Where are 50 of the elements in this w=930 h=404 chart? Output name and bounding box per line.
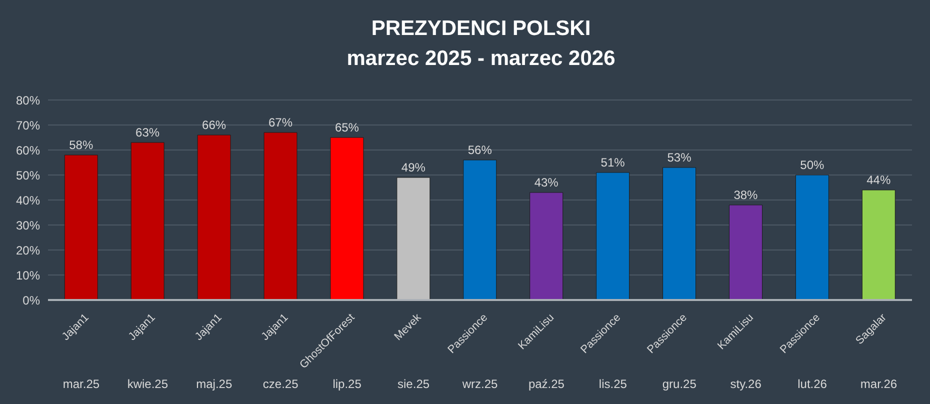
x-tick-label: lis.25 — [598, 377, 628, 391]
bar — [728, 204, 762, 300]
data-label: 58% — [69, 138, 94, 152]
x-tick-label: kwie.25 — [127, 377, 168, 391]
bar — [64, 154, 98, 300]
bar — [862, 190, 896, 300]
y-tick-label: 80% — [16, 93, 40, 108]
x-tick-label: paź.25 — [528, 377, 565, 391]
bar — [463, 160, 497, 300]
y-tick-label: 0% — [22, 293, 40, 308]
bar — [795, 174, 829, 300]
bar — [130, 142, 164, 300]
x-tick-label: mar.26 — [860, 377, 898, 391]
x-tick-label: lut.26 — [798, 377, 828, 391]
bar — [662, 167, 696, 300]
bar — [197, 134, 231, 300]
bar — [596, 172, 630, 300]
data-label: 65% — [334, 120, 360, 134]
bar — [330, 137, 364, 300]
data-label: 50% — [800, 158, 825, 172]
y-tick-label: 70% — [16, 118, 40, 132]
data-label: 63% — [136, 126, 160, 140]
y-tick-label: 60% — [16, 143, 40, 158]
x-tick-label: maj.25 — [196, 377, 232, 391]
data-label: 49% — [401, 160, 426, 174]
data-label: 67% — [268, 116, 293, 130]
x-tick-label: gru.25 — [662, 377, 697, 391]
data-label: 44% — [866, 173, 891, 187]
y-tick-label: 20% — [16, 243, 40, 258]
bar — [396, 177, 430, 300]
x-tick-label: cze.25 — [262, 377, 299, 391]
x-tick-label: wrz.25 — [461, 377, 498, 391]
y-tick-label: 10% — [16, 268, 40, 282]
data-label: 38% — [734, 188, 758, 202]
y-tick-label: 50% — [16, 168, 40, 182]
bar — [530, 192, 564, 300]
y-tick-label: 40% — [16, 193, 40, 208]
chart-subtitle: marzec 2025 - marzec 2026 — [346, 46, 616, 72]
data-label: 56% — [468, 143, 492, 157]
chart-title: PREZYDENCI POLSKI — [370, 16, 592, 42]
data-label: 66% — [202, 118, 226, 132]
y-tick-label: 30% — [16, 218, 40, 232]
x-tick-label: sty.26 — [730, 377, 762, 391]
data-label: 51% — [600, 156, 626, 170]
x-tick-label: sie.25 — [398, 377, 430, 391]
bar — [264, 132, 298, 300]
x-tick-label: lip.25 — [332, 377, 362, 391]
data-label: 43% — [534, 176, 559, 190]
x-tick-label: mar.25 — [62, 377, 100, 391]
data-label: 53% — [667, 150, 692, 164]
